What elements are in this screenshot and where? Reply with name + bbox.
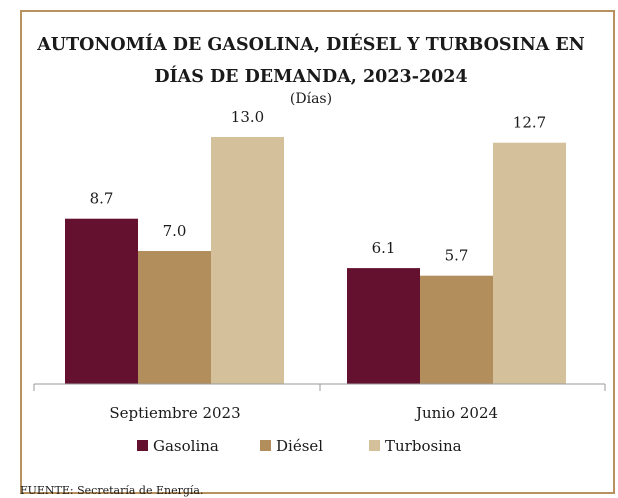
bar-turbosina-septiembre-2023 <box>211 137 284 384</box>
bar-diesel-septiembre-2023 <box>138 251 211 384</box>
bar-turbosina-junio-2024 <box>493 142 566 384</box>
legend-label-turbosina: Turbosina <box>385 437 462 455</box>
data-label-turbosina-junio-2024: 12.7 <box>513 114 546 132</box>
bar-chart: AUTONOMÍA DE GASOLINA, DIÉSEL Y TURBOSIN… <box>33 34 606 455</box>
legend-label-diesel: Diésel <box>276 437 323 455</box>
category-label-septiembre-2023: Septiembre 2023 <box>109 404 240 422</box>
data-label-gasolina-junio-2024: 6.1 <box>372 239 396 257</box>
legend-label-gasolina: Gasolina <box>153 437 219 455</box>
data-label-turbosina-septiembre-2023: 13.0 <box>231 108 264 126</box>
legend-swatch-gasolina <box>137 440 148 451</box>
bar-gasolina-septiembre-2023 <box>65 218 138 384</box>
data-label-diesel-junio-2024: 5.7 <box>445 247 469 265</box>
bar-gasolina-junio-2024 <box>347 268 420 384</box>
data-label-gasolina-septiembre-2023: 8.7 <box>90 190 114 208</box>
category-label-junio-2024: Junio 2024 <box>414 404 498 422</box>
bar-diesel-junio-2024 <box>420 275 493 384</box>
source-note: FUENTE: Secretaría de Energía. <box>20 484 204 497</box>
chart-title-line-1: AUTONOMÍA DE GASOLINA, DIÉSEL Y TURBOSIN… <box>36 34 585 55</box>
data-label-diesel-septiembre-2023: 7.0 <box>163 222 187 240</box>
chart-subtitle: (Días) <box>290 91 332 107</box>
legend-swatch-turbosina <box>369 440 380 451</box>
chart-title-line-2: DÍAS DE DEMANDA, 2023-2024 <box>154 66 467 87</box>
legend-swatch-diesel <box>260 440 271 451</box>
